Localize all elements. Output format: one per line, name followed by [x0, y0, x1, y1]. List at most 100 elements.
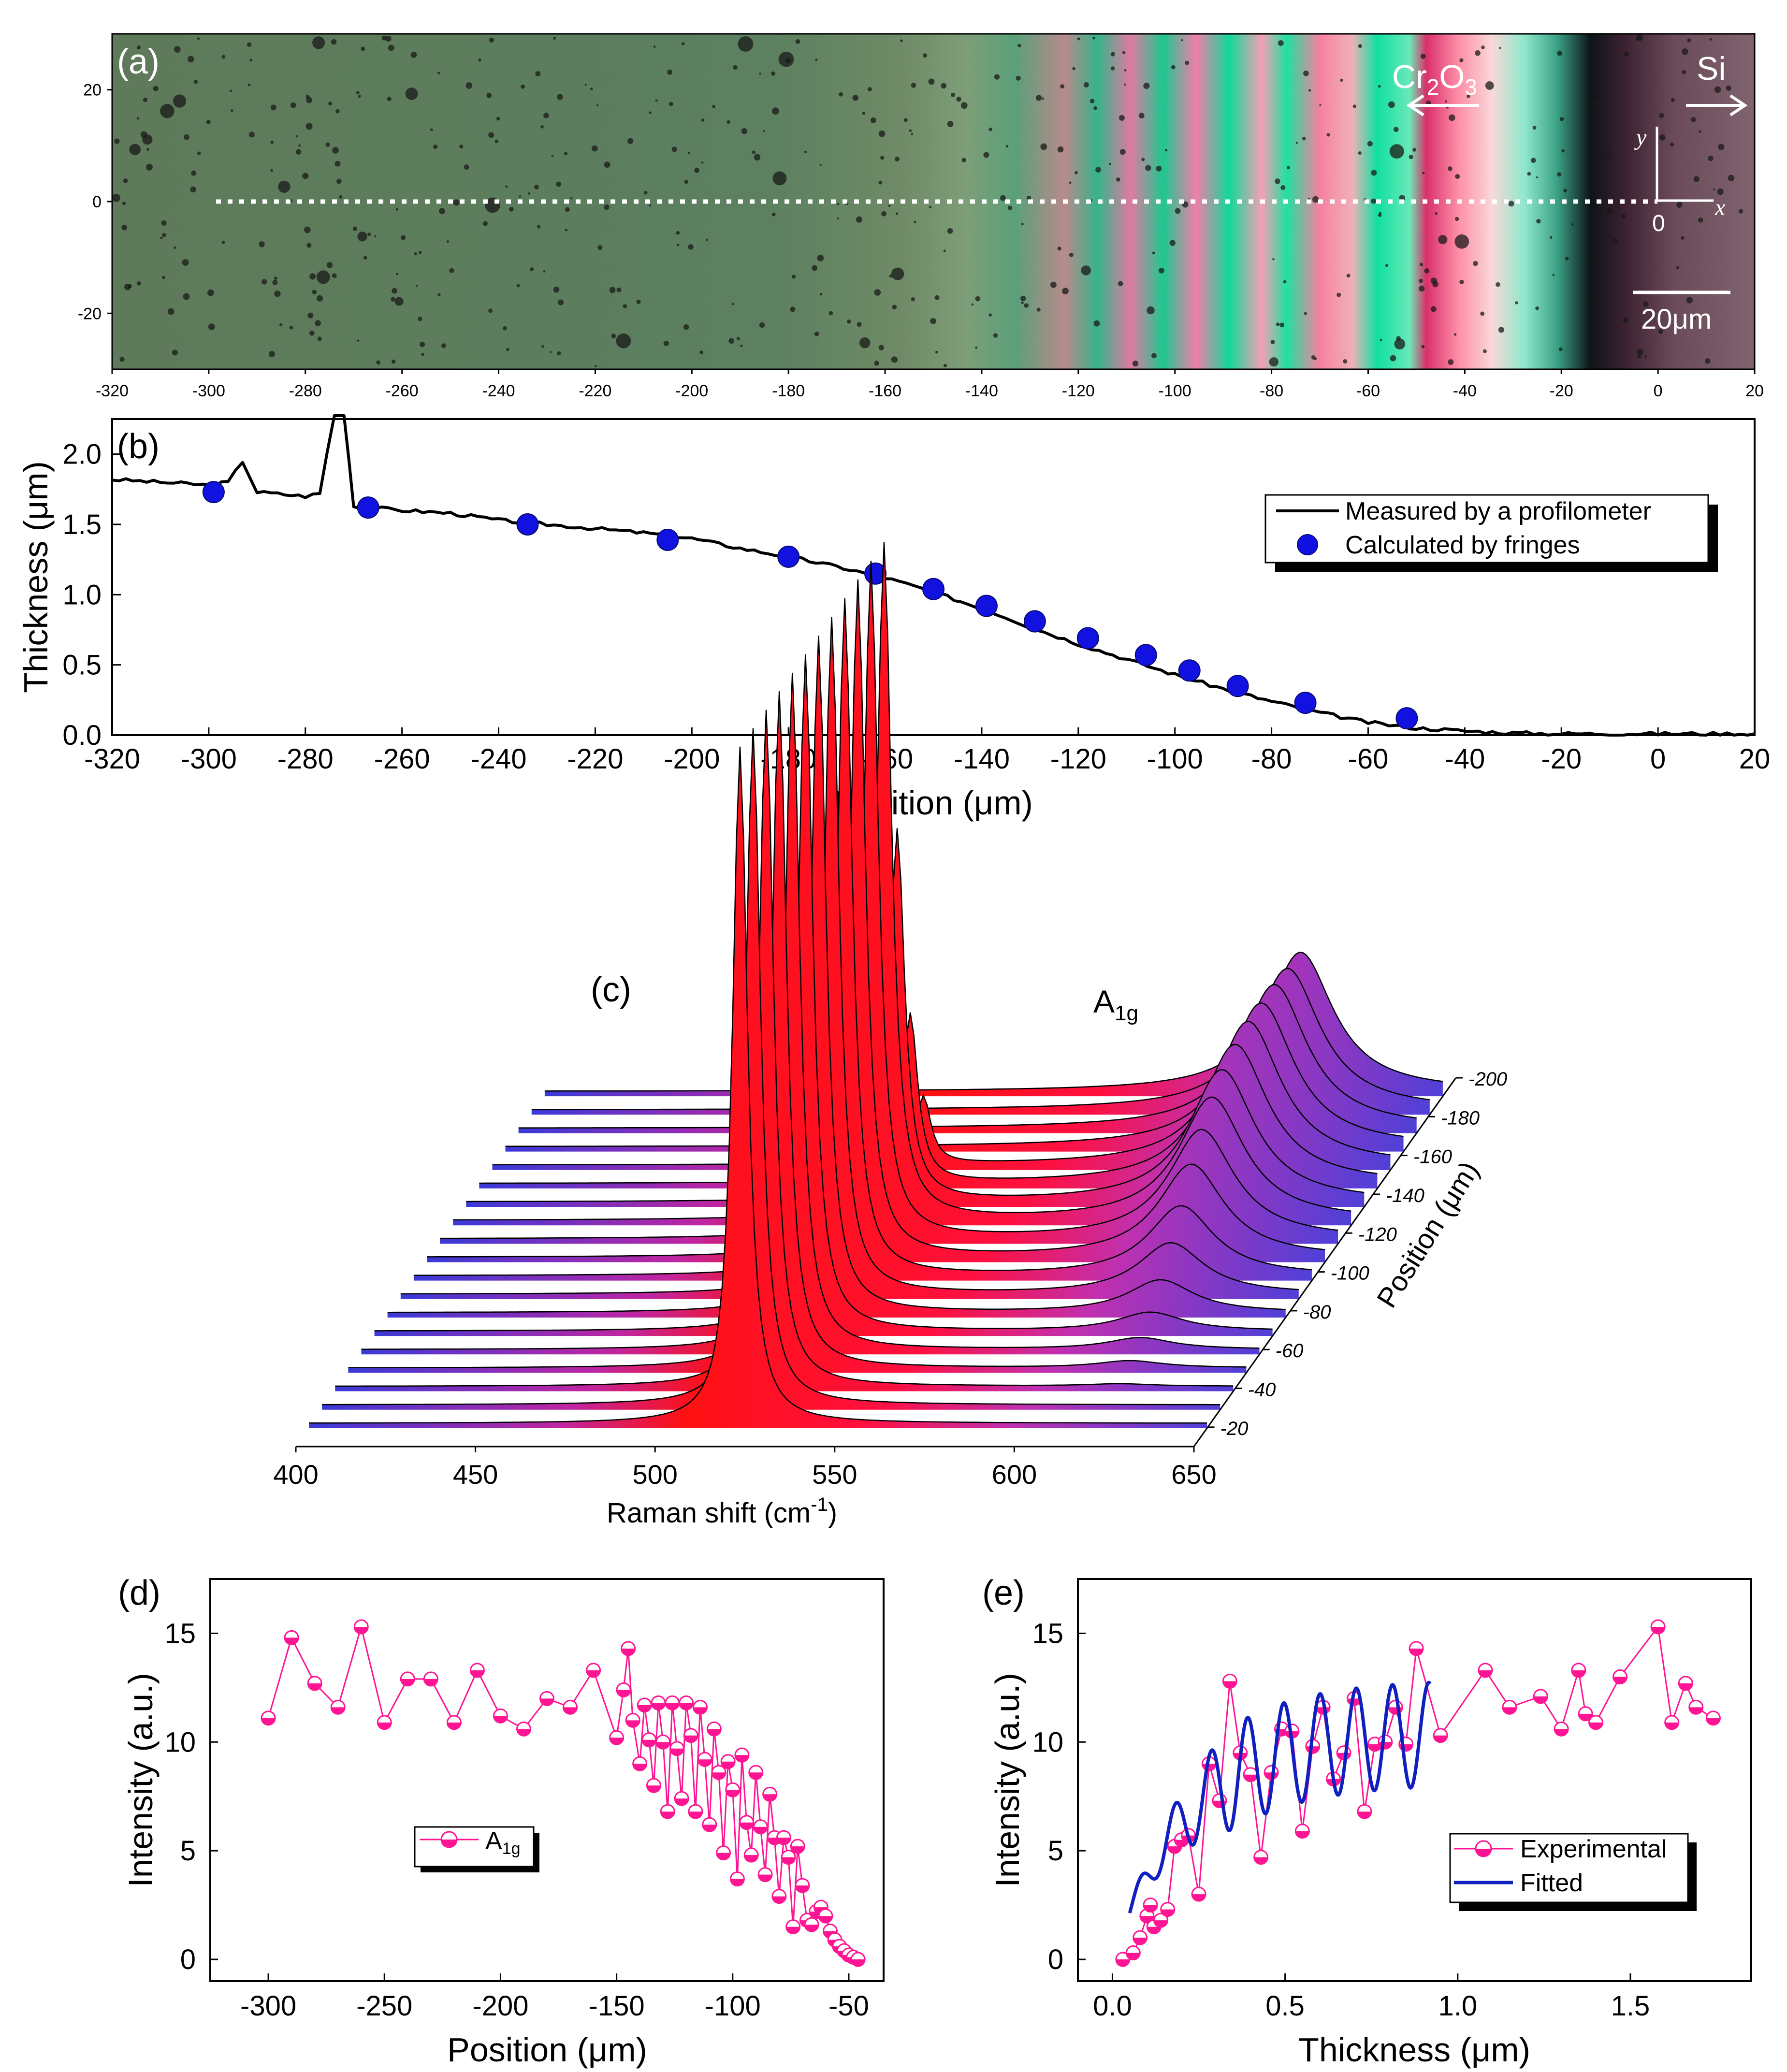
- panel-a-axes: -320 -300 -280 -260 -240 -220 -200 -180 -160 -140…: [78, 81, 1764, 400]
- particle: [183, 293, 190, 300]
- particle: [772, 171, 787, 186]
- particle: [878, 345, 884, 350]
- particle: [837, 203, 840, 205]
- a1g-point: [586, 1663, 601, 1678]
- particle: [1024, 303, 1029, 308]
- particle: [388, 44, 394, 51]
- particle: [1644, 355, 1647, 358]
- plot-b-frame: [111, 418, 1756, 736]
- experimental-point: [1160, 1902, 1176, 1917]
- particle: [895, 157, 900, 162]
- particle: [1000, 195, 1006, 201]
- panel-b: -320-300-280-260-240-220-200-180-160-140…: [17, 414, 1770, 822]
- panel-d: -300 -250 -200 -150 -100 -50 0 5 10 15 (d) Positi…: [118, 1574, 885, 2069]
- a1g-point-fill: [730, 1879, 744, 1886]
- a-xtick-label: -180: [772, 382, 805, 400]
- particle: [162, 233, 166, 237]
- d-xtick-label: -50: [828, 1990, 869, 2022]
- particle: [136, 281, 141, 286]
- particle: [596, 104, 599, 106]
- particle: [930, 318, 936, 324]
- particle: [367, 232, 371, 236]
- particle: [1367, 141, 1373, 146]
- experimental-point-fill: [1126, 1953, 1140, 1960]
- particle: [960, 102, 968, 109]
- fringe-point: [516, 513, 539, 536]
- particle: [1430, 277, 1437, 284]
- particle: [482, 221, 488, 226]
- a1g-point-fill: [633, 1764, 647, 1771]
- particle: [649, 204, 652, 207]
- particle: [1419, 286, 1425, 292]
- particle: [1352, 104, 1357, 108]
- particle: [1558, 347, 1563, 351]
- particle: [772, 107, 779, 115]
- experimental-point: [1478, 1663, 1493, 1678]
- particle: [328, 101, 333, 106]
- a-ytick-label: 20: [83, 81, 102, 100]
- particle: [208, 323, 215, 330]
- a1g-point-fill: [707, 1729, 721, 1736]
- a1g-point: [655, 1734, 671, 1750]
- a1g-point: [757, 1867, 773, 1883]
- particle: [687, 151, 690, 154]
- particle: [688, 244, 694, 250]
- particle: [357, 339, 360, 342]
- particle: [1122, 51, 1126, 55]
- particle: [248, 131, 255, 138]
- particle: [489, 37, 494, 43]
- a-xtick-label: -20: [1550, 382, 1573, 400]
- a1g-point: [706, 1721, 722, 1737]
- a1g-point: [771, 1889, 787, 1904]
- particle: [943, 363, 947, 368]
- particle: [1116, 177, 1120, 182]
- experimental-point: [1191, 1886, 1206, 1902]
- particle: [1459, 279, 1464, 284]
- a1g-point: [446, 1715, 462, 1730]
- particle: [859, 337, 871, 348]
- experimental-point-fill: [1295, 1831, 1309, 1838]
- particle: [1557, 50, 1562, 56]
- particle: [791, 275, 796, 279]
- particle: [971, 303, 974, 306]
- particle: [494, 139, 499, 144]
- particle: [1380, 338, 1382, 341]
- b-xtick-label: -100: [1147, 743, 1203, 775]
- particle: [557, 94, 563, 100]
- particle: [819, 292, 823, 296]
- a1g-point-fill: [378, 1722, 392, 1729]
- experimental-point-fill: [1502, 1707, 1516, 1714]
- b-xtick-label: 0: [1650, 743, 1666, 775]
- particle: [1531, 158, 1536, 163]
- particle: [418, 317, 422, 321]
- particle: [1698, 217, 1703, 223]
- particle: [317, 295, 323, 302]
- particle: [1448, 166, 1453, 171]
- particle: [880, 156, 885, 160]
- particle: [334, 160, 341, 167]
- particle: [527, 192, 530, 195]
- particle: [1040, 143, 1047, 150]
- particle: [790, 306, 796, 312]
- particle: [153, 86, 159, 91]
- particle: [706, 238, 709, 241]
- a1g-point: [725, 1782, 741, 1797]
- particle: [1358, 151, 1362, 155]
- a1g-point: [739, 1815, 755, 1830]
- particle: [1303, 70, 1309, 76]
- a1g-point-fill: [851, 1959, 865, 1967]
- plot-d-frame: [209, 1578, 885, 1982]
- particle: [668, 101, 673, 106]
- particle: [505, 185, 508, 188]
- particle: [309, 330, 315, 336]
- particle: [247, 42, 252, 47]
- particle: [1050, 281, 1057, 288]
- legend-d-box: [414, 1826, 535, 1868]
- particle: [1181, 39, 1183, 42]
- particle: [1412, 148, 1416, 152]
- particle: [1312, 196, 1319, 203]
- e-xtick-label: 1.5: [1611, 1990, 1650, 2022]
- experimental-point: [1153, 1913, 1168, 1928]
- particle: [868, 87, 872, 91]
- a-xtick-label: 20: [1745, 382, 1764, 400]
